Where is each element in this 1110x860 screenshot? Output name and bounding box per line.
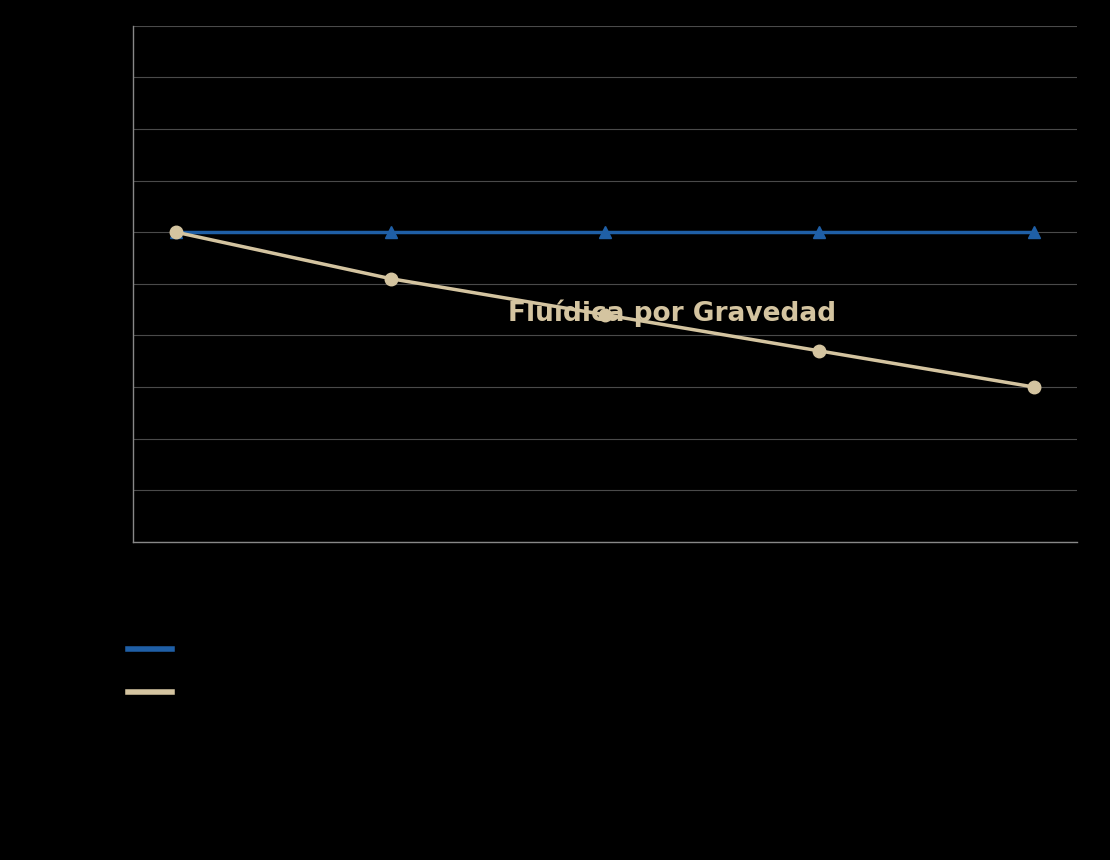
Text: Fluídica por Gravedad: Fluídica por Gravedad (508, 299, 837, 327)
